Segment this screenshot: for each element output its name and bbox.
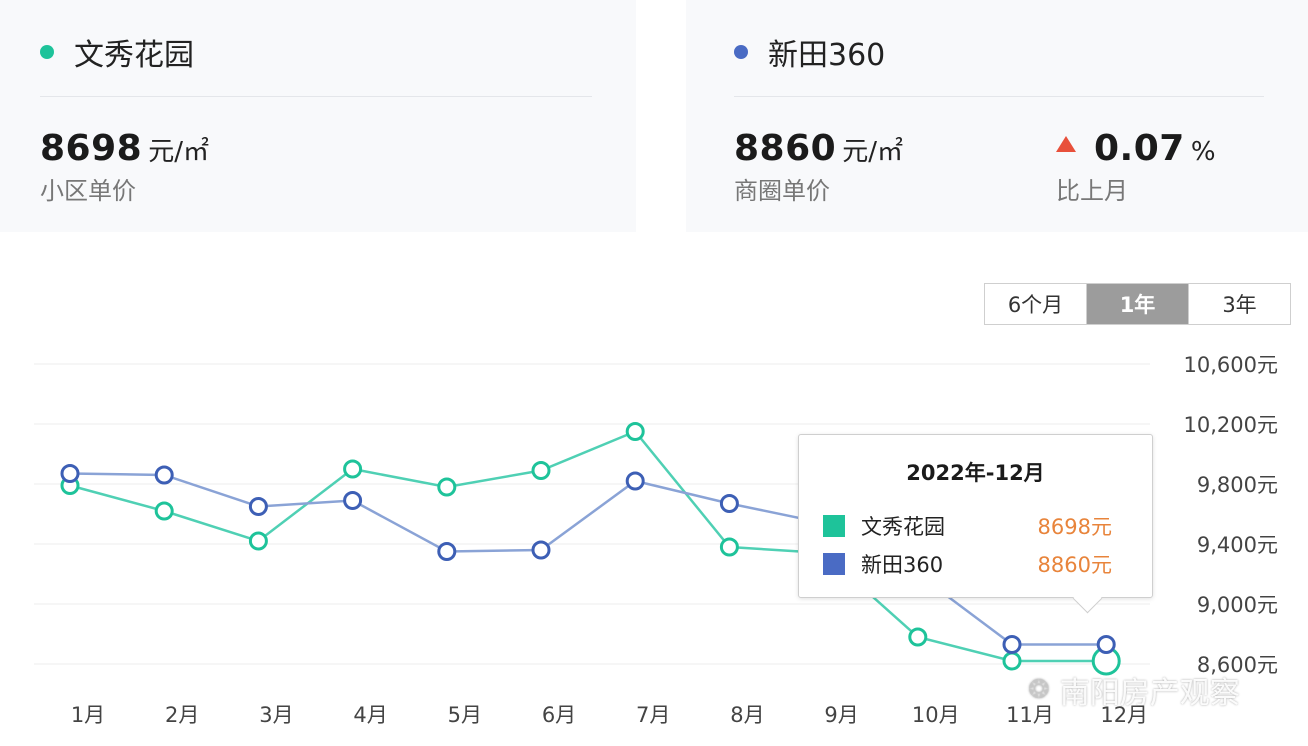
- data-point: [154, 465, 174, 485]
- data-point: [248, 531, 268, 551]
- data-point: [1002, 635, 1022, 654]
- y-tick-label: 9,800元: [1197, 473, 1278, 497]
- tooltip-title: 2022年-12月: [906, 461, 1045, 485]
- data-point: [531, 461, 551, 480]
- x-tick-label: 4月: [353, 703, 387, 727]
- watermark-text: 南阳房产观察: [1059, 676, 1240, 711]
- y-tick-label: 10,600元: [1184, 353, 1278, 377]
- community-title-row: 文秀花园: [40, 30, 194, 74]
- data-point: [719, 494, 739, 513]
- data-point: [531, 540, 551, 560]
- community-price-value: 8698: [40, 128, 143, 169]
- up-arrow-icon: [1056, 136, 1076, 152]
- tooltip-series-value: 8860元: [1037, 553, 1112, 577]
- data-point: [60, 464, 80, 483]
- data-point: [437, 477, 457, 497]
- x-tick-label: 1月: [71, 703, 105, 727]
- community-title: 文秀花园: [74, 38, 194, 73]
- y-tick-label: 9,400元: [1197, 533, 1278, 557]
- watermark: ❂ 南阳房产观察: [1028, 668, 1240, 712]
- range-1-year-button[interactable]: 1年: [1087, 284, 1189, 324]
- x-tick-label: 11月: [1006, 703, 1054, 727]
- chart-tooltip: 2022年-12月 文秀花园 8698元 新田360 8860元: [798, 434, 1153, 598]
- range-selector: 6个月 1年 3年: [984, 283, 1291, 325]
- community-price-unit: 元/㎡: [148, 137, 209, 167]
- data-point: [343, 459, 363, 479]
- community-price-stat: 8698 元/㎡ 小区单价: [40, 128, 209, 206]
- district-price-label: 商圈单价: [734, 177, 830, 205]
- data-point: [719, 537, 739, 557]
- range-6-months-button[interactable]: 6个月: [985, 284, 1087, 324]
- month-change-unit: %: [1190, 137, 1216, 167]
- month-change-label: 比上月: [1056, 177, 1128, 205]
- district-price-card: 新田360 8860 元/㎡ 商圈单价 0.07% 比上月: [686, 0, 1308, 232]
- data-point: [1096, 635, 1116, 654]
- data-point: [154, 501, 174, 521]
- tooltip-series-name: 新田360: [861, 553, 944, 577]
- wechat-icon: ❂: [1028, 675, 1050, 705]
- card-divider: [40, 96, 592, 97]
- data-point: [437, 542, 457, 561]
- x-tick-label: 5月: [448, 703, 482, 727]
- x-tick-label: 7月: [636, 703, 670, 727]
- data-point: [1002, 651, 1022, 671]
- district-price-stat: 8860 元/㎡ 商圈单价: [734, 128, 903, 206]
- data-point: [625, 471, 645, 491]
- x-tick-label: 9月: [824, 703, 858, 727]
- month-change-value: 0.07: [1094, 128, 1185, 169]
- tooltip-row: 文秀花园 8698元: [823, 511, 1112, 541]
- y-tick-label: 9,000元: [1197, 593, 1278, 617]
- x-tick-label: 8月: [730, 703, 764, 727]
- y-tick-label: 10,200元: [1184, 413, 1278, 437]
- tooltip-series-value: 8698元: [1037, 515, 1112, 539]
- x-tick-label: 2月: [165, 703, 199, 727]
- series-swatch-icon: [823, 515, 845, 537]
- range-3-years-button[interactable]: 3年: [1222, 293, 1257, 317]
- data-point: [248, 497, 268, 516]
- series-line-1: [69, 429, 1107, 663]
- x-tick-label: 6月: [542, 703, 576, 727]
- data-point: [908, 627, 928, 647]
- district-title: 新田360: [768, 38, 886, 73]
- community-price-card: 文秀花园 8698 元/㎡ 小区单价: [0, 0, 636, 232]
- y-tick-label: 8,600元: [1197, 653, 1278, 677]
- district-price-value: 8860: [734, 128, 837, 169]
- x-tick-label: 12月: [1100, 703, 1148, 727]
- data-point: [625, 422, 645, 441]
- district-dot-icon: [734, 45, 748, 59]
- card-divider: [734, 96, 1264, 97]
- district-title-row: 新田360: [734, 30, 885, 74]
- series-swatch-icon: [823, 553, 845, 575]
- data-point: [343, 491, 363, 510]
- x-tick-label: 10月: [912, 703, 960, 727]
- tooltip-row: 新田360 8860元: [823, 549, 1112, 579]
- community-dot-icon: [40, 45, 54, 59]
- community-price-label: 小区单价: [40, 177, 136, 205]
- district-price-unit: 元/㎡: [842, 137, 903, 167]
- tooltip-series-name: 文秀花园: [861, 515, 945, 539]
- month-change-stat: 0.07% 比上月: [1056, 128, 1216, 206]
- x-tick-label: 3月: [259, 703, 293, 727]
